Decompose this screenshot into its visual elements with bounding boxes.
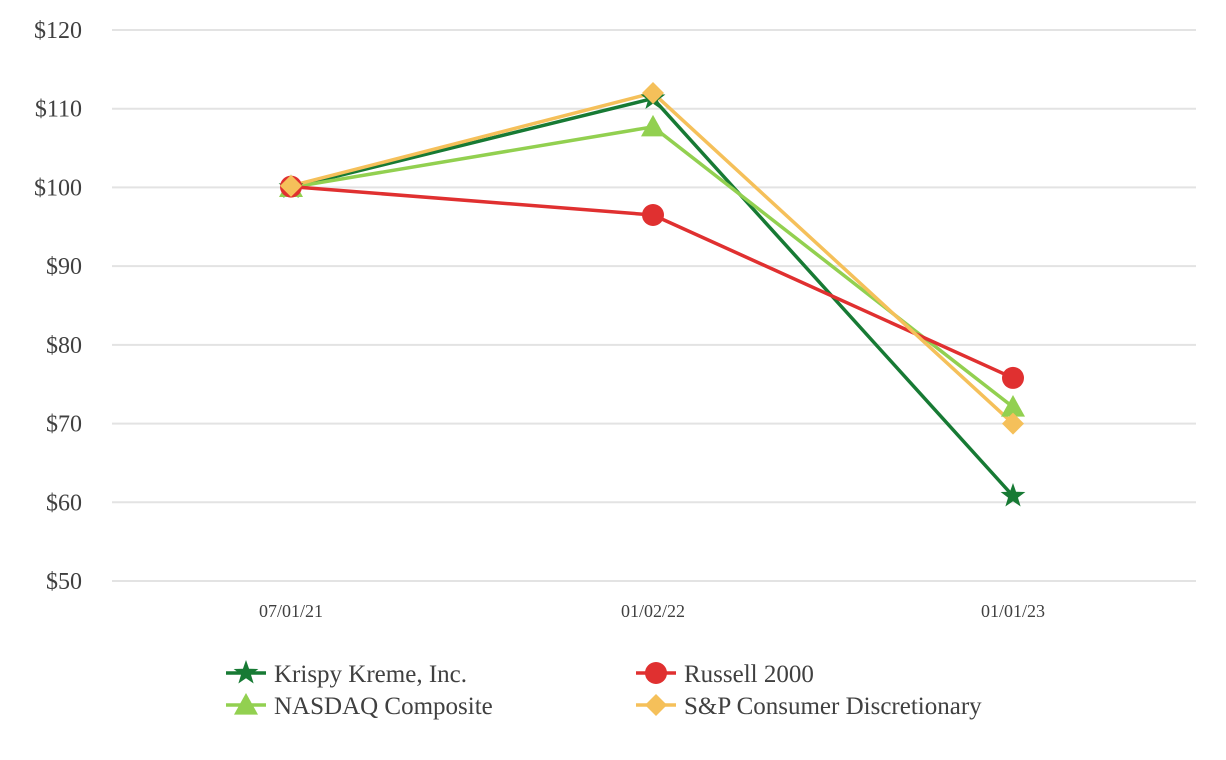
x-tick-label: 01/02/22	[621, 601, 685, 621]
y-tick-label: $80	[46, 333, 82, 359]
data-point-diamond	[642, 81, 664, 104]
data-point-triangle	[1001, 395, 1025, 417]
y-axis-tick-labels: $50 $60 $70 $80 $90 $100 $110 $120	[34, 18, 82, 595]
legend-label: NASDAQ Composite	[274, 693, 493, 720]
legend-marker-star	[233, 660, 259, 684]
legend-marker-triangle	[234, 693, 258, 715]
gridlines	[112, 29, 1196, 582]
data-point-star	[1000, 482, 1026, 507]
y-tick-label: $50	[46, 569, 82, 595]
y-tick-label: $90	[46, 254, 82, 280]
data-point-diamond	[1002, 412, 1024, 435]
data-point-circle	[642, 203, 664, 226]
y-tick-label: $60	[46, 490, 82, 516]
x-axis-tick-labels: 07/01/21 01/02/22 01/01/23	[259, 601, 1045, 621]
y-tick-label: $70	[46, 412, 82, 438]
x-tick-label: 01/01/23	[981, 601, 1045, 621]
y-tick-label: $120	[34, 18, 82, 44]
y-tick-label: $100	[34, 175, 82, 201]
x-tick-label: 07/01/21	[259, 601, 323, 621]
legend-item: NASDAQ Composite	[226, 693, 493, 720]
legend-marker-diamond	[645, 694, 667, 716]
legend-item: S&P Consumer Discretionary	[636, 693, 982, 720]
legend: Krispy Kreme, Inc. NASDAQ Composite Russel…	[226, 660, 982, 720]
data-point-triangle	[641, 114, 665, 137]
data-series	[278, 81, 1026, 507]
legend-item: Russell 2000	[636, 661, 814, 688]
legend-label: Russell 2000	[684, 661, 814, 688]
legend-item: Krispy Kreme, Inc.	[226, 660, 467, 688]
legend-label: Krispy Kreme, Inc.	[274, 661, 467, 688]
data-point-circle	[1002, 366, 1024, 389]
y-tick-label: $110	[35, 97, 82, 123]
data-point-diamond	[280, 174, 302, 197]
legend-label: S&P Consumer Discretionary	[684, 693, 982, 720]
legend-marker-circle	[645, 662, 667, 684]
